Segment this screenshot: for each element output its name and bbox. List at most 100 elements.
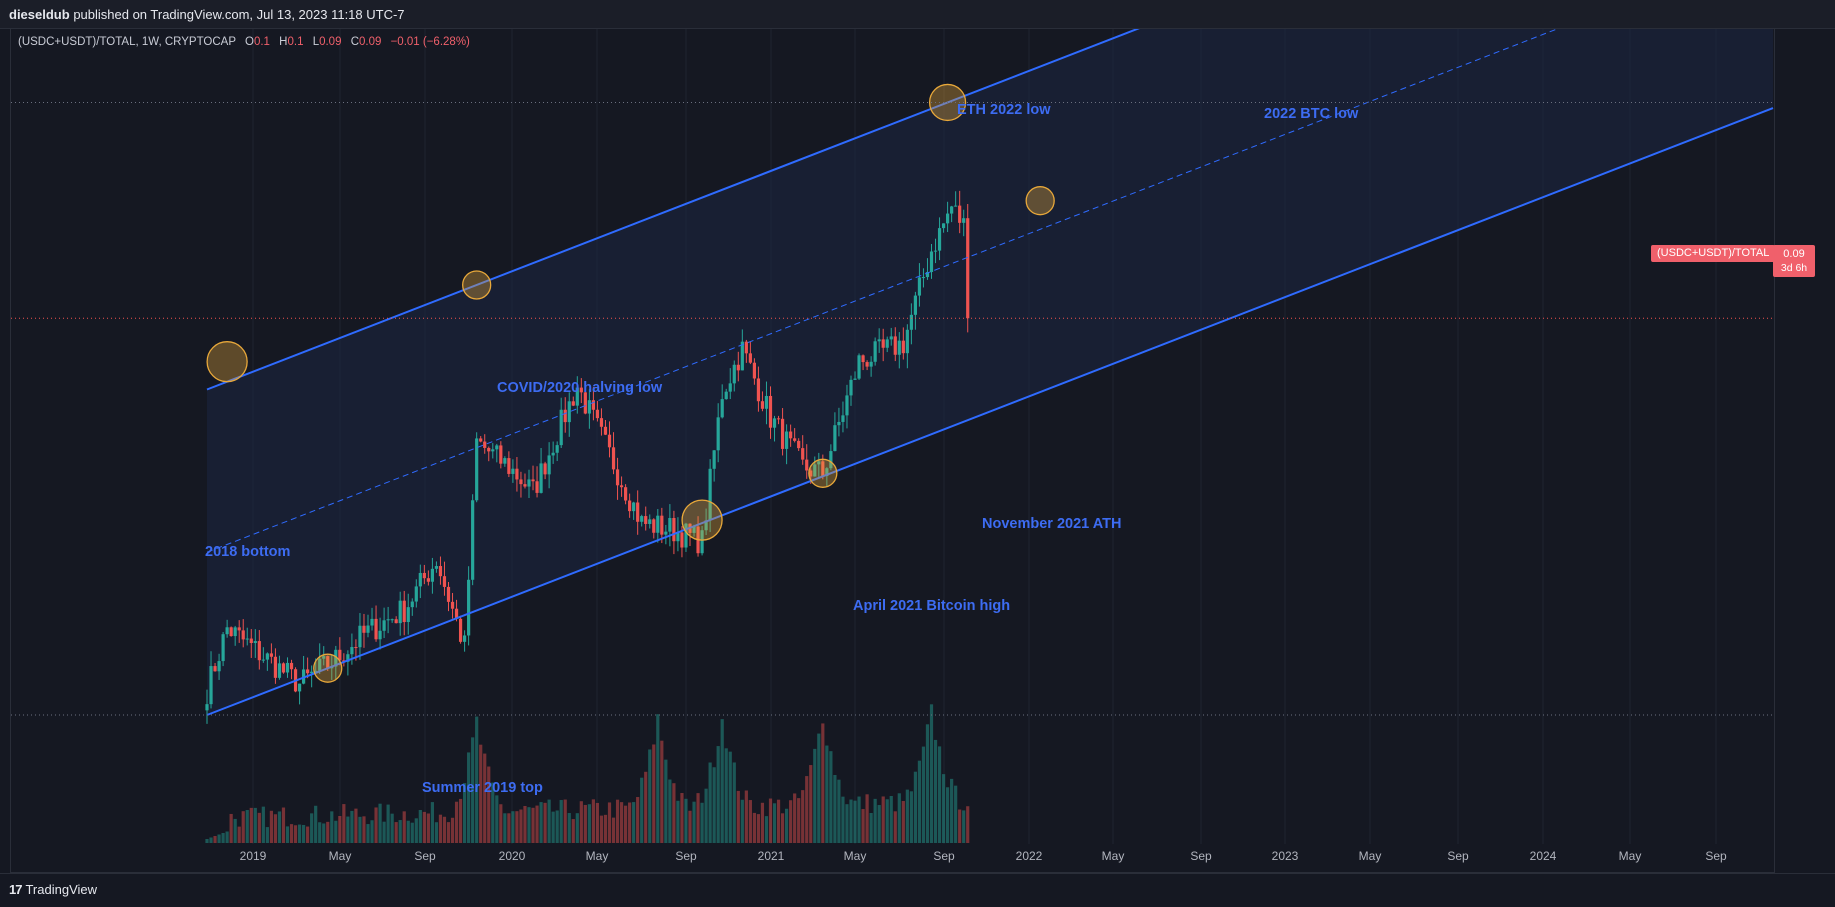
volume-bar	[366, 824, 370, 843]
volume-bar	[277, 811, 282, 843]
volume-bar	[410, 822, 414, 843]
volume-bar	[785, 808, 789, 843]
candle-body	[704, 520, 708, 531]
candle-body	[752, 362, 756, 379]
volume-bar	[833, 775, 837, 843]
volume-bar	[933, 739, 938, 843]
x-tick-label: 2022	[1015, 849, 1043, 863]
annotation-label[interactable]: April 2021 Bitcoin high	[853, 598, 1011, 614]
volume-bar	[740, 799, 744, 843]
volume-bar	[599, 815, 604, 843]
candle-body	[217, 661, 221, 672]
volume-bar	[350, 810, 354, 843]
candle-body	[966, 218, 970, 319]
volume-bar	[676, 800, 680, 843]
candle-body	[346, 654, 350, 662]
candle-body	[273, 656, 278, 678]
volume-bar	[684, 798, 688, 843]
candle-body	[281, 663, 286, 673]
candle-body	[873, 341, 877, 362]
candle-body	[499, 445, 503, 464]
candle-body	[881, 339, 885, 348]
volume-bar	[772, 803, 777, 843]
candle-body	[599, 418, 604, 427]
x-tick-label: Sep	[414, 849, 436, 863]
x-tick-label: May	[1101, 849, 1125, 863]
candle-body	[535, 481, 539, 493]
candle-body	[390, 619, 394, 621]
volume-bar	[483, 753, 487, 843]
candle-body	[338, 649, 342, 661]
volume-bar	[789, 800, 793, 843]
annotation-label[interactable]: COVID/2020 halving low	[497, 380, 663, 396]
volume-bar	[921, 746, 926, 843]
candle-body	[813, 464, 817, 477]
volume-bar	[310, 813, 314, 843]
volume-bar	[418, 810, 422, 843]
annotation-circle	[206, 341, 248, 383]
candle-body	[378, 630, 382, 640]
volume-bar	[917, 760, 922, 843]
candle-body	[624, 487, 628, 501]
candle-body	[350, 647, 354, 655]
volume-bar	[567, 813, 571, 843]
ohlc-legend: (USDC+USDT)/TOTAL, 1W, CRYPTOCAP O0.1 H0…	[18, 36, 470, 48]
volume-bar	[378, 803, 382, 843]
candle-body	[366, 625, 370, 633]
candle-body	[897, 340, 901, 355]
volume-bar	[672, 783, 676, 843]
volume-bar	[289, 824, 294, 843]
chart-frame[interactable]	[10, 28, 1775, 873]
candle-body	[728, 383, 732, 392]
candle-body	[724, 391, 728, 400]
volume-bar	[776, 799, 781, 843]
tradingview-logo-icon: 17	[9, 882, 23, 897]
volume-bar	[265, 827, 269, 843]
candle-body	[225, 627, 229, 635]
volume-bar	[877, 805, 881, 843]
annotation-label[interactable]: November 2021 ATH	[982, 516, 1122, 532]
publisher-name[interactable]: dieseldub	[9, 7, 70, 22]
candle-body	[547, 455, 551, 475]
volume-bar	[442, 816, 447, 843]
annotation-label[interactable]: 2018 bottom	[205, 544, 291, 560]
volume-bar	[414, 818, 418, 843]
volume-bar	[946, 787, 950, 843]
candle-body	[591, 400, 595, 410]
candle-body	[801, 448, 805, 460]
candle-body	[559, 409, 563, 446]
volume-bar	[607, 802, 612, 843]
symbol-title[interactable]: (USDC+USDT)/TOTAL, 1W, CRYPTOCAP	[18, 36, 236, 48]
candle-body	[619, 485, 624, 488]
volume-bar	[527, 807, 531, 843]
annotation-label[interactable]: 2022 BTC low	[1264, 106, 1359, 122]
volume-bar	[547, 799, 551, 843]
candle-body	[241, 630, 245, 640]
candle-body	[628, 500, 632, 512]
annotation-label[interactable]: ETH 2022 low	[957, 102, 1051, 118]
candle-body	[233, 627, 237, 637]
volume-bar	[664, 759, 668, 843]
candle-body	[205, 704, 209, 711]
candle-body	[913, 295, 917, 315]
volume-bar	[487, 766, 491, 843]
candle-body	[644, 516, 648, 524]
candle-body	[760, 401, 765, 409]
candle-body	[865, 362, 869, 367]
candle-body	[471, 500, 475, 580]
volume-bar	[559, 800, 563, 843]
volume-bar	[503, 813, 507, 843]
candle-body	[374, 618, 378, 640]
candle-body	[314, 670, 318, 672]
volume-bar	[837, 779, 841, 843]
candle-body	[825, 468, 829, 477]
annotation-label[interactable]: Summer 2019 top	[422, 780, 543, 796]
x-tick-label: May	[1618, 849, 1642, 863]
volume-bar	[326, 821, 330, 843]
publisher-text: dieseldub published on TradingView.com, …	[9, 7, 405, 22]
tradingview-logo[interactable]: 17 TradingView	[9, 882, 97, 897]
volume-bar	[768, 798, 773, 843]
candle-body	[764, 395, 769, 409]
volume-bar	[764, 816, 769, 843]
